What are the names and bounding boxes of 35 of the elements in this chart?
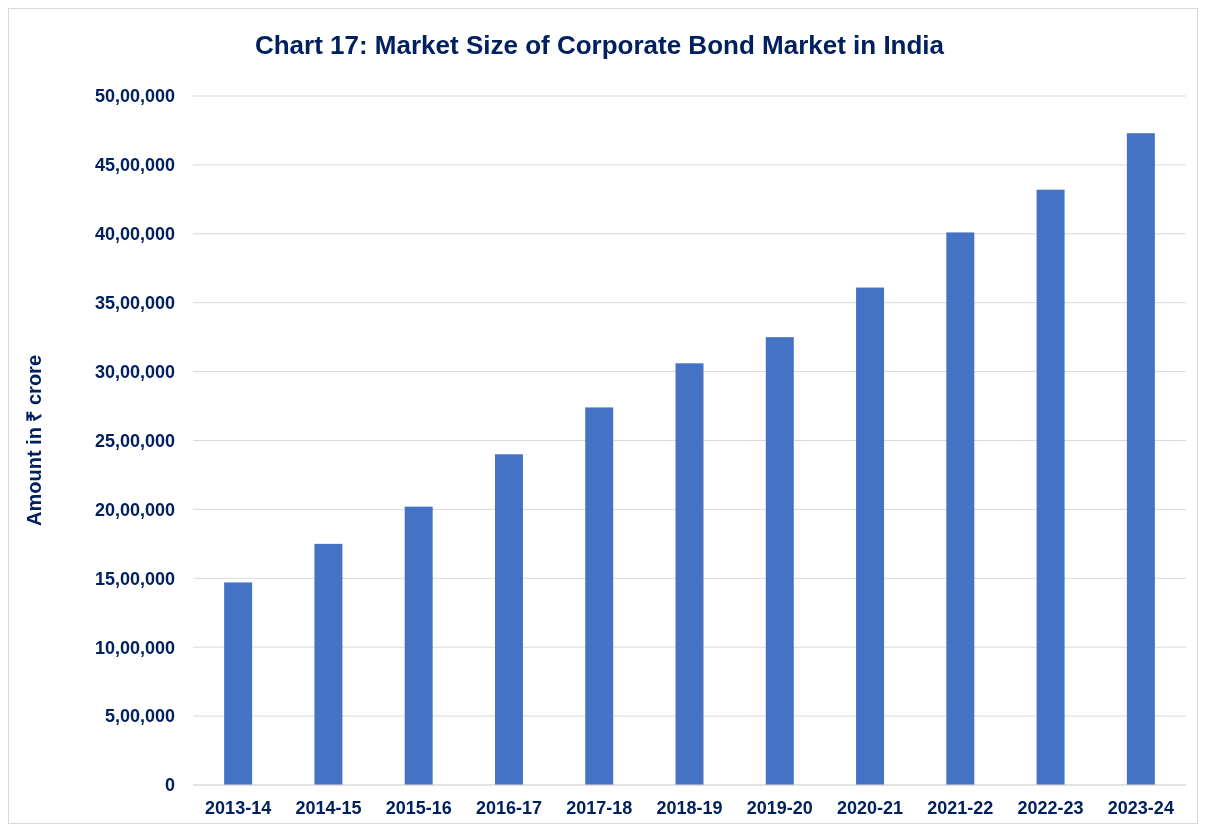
x-tick-label: 2013-14 — [205, 798, 272, 818]
bar — [946, 232, 975, 785]
x-tick-label: 2014-15 — [295, 798, 362, 818]
x-tick-label: 2023-24 — [1107, 798, 1174, 818]
bar — [675, 363, 704, 785]
y-tick-label: 30,00,000 — [94, 361, 175, 382]
bar — [1036, 189, 1065, 785]
bar — [1126, 133, 1155, 785]
y-tick-label: 0 — [164, 775, 175, 796]
y-tick-label: 25,00,000 — [94, 430, 175, 451]
y-tick-label: 5,00,000 — [104, 706, 175, 727]
y-tick-label: 50,00,000 — [94, 86, 175, 107]
bar — [404, 506, 433, 785]
x-tick-label: 2021-22 — [927, 798, 994, 818]
y-tick-label: 20,00,000 — [94, 499, 175, 520]
x-tick-label: 2018-19 — [656, 798, 723, 818]
bar — [494, 454, 523, 785]
x-tick-label: 2017-18 — [566, 798, 633, 818]
chart-title: Chart 17: Market Size of Corporate Bond Market in India — [254, 30, 945, 60]
bar — [314, 543, 343, 785]
y-tick-label: 10,00,000 — [94, 637, 175, 658]
bar — [224, 582, 253, 785]
y-axis-title: Amount in ₹ crore — [23, 354, 45, 527]
y-tick-label: 35,00,000 — [94, 293, 175, 313]
y-tick-label: 40,00,000 — [94, 224, 175, 245]
y-tick-label: 45,00,000 — [94, 155, 175, 176]
x-tick-label: 2019-20 — [746, 798, 813, 818]
y-tick-label: 15,00,000 — [94, 568, 175, 589]
bar — [765, 337, 794, 785]
x-tick-label: 2016-17 — [475, 798, 542, 818]
x-tick-label: 2020-21 — [837, 798, 904, 818]
x-tick-label: 2022-23 — [1017, 798, 1084, 818]
x-tick-label: 2015-16 — [385, 798, 452, 818]
bar — [585, 407, 614, 785]
bar — [856, 287, 885, 785]
